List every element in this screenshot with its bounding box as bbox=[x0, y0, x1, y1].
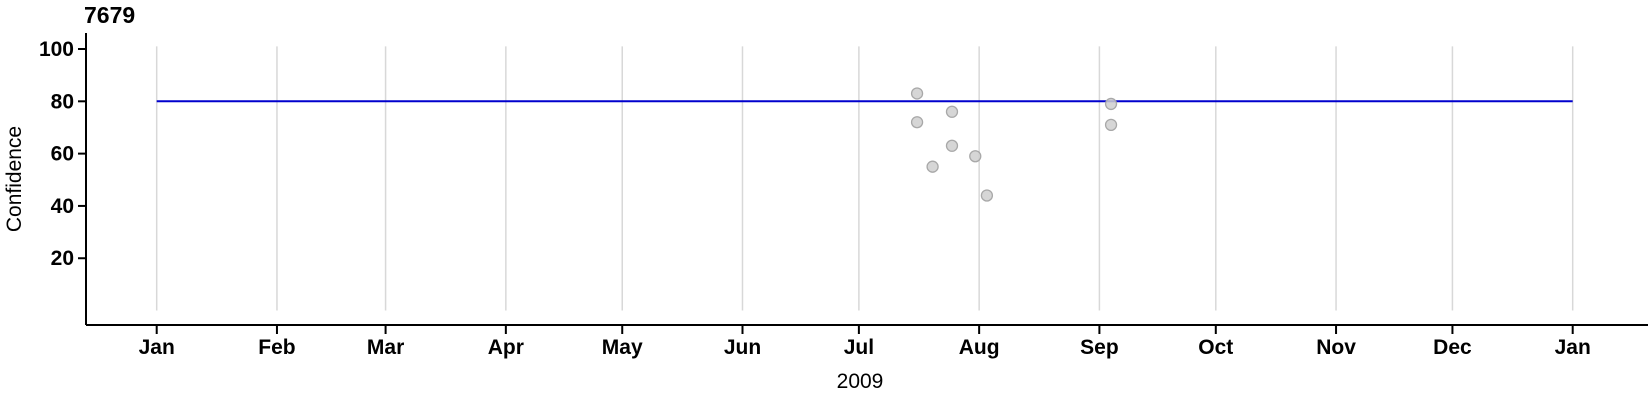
y-tick-label: 80 bbox=[51, 90, 74, 113]
x-tick-label: Jan bbox=[1555, 336, 1591, 359]
y-tick-label: 20 bbox=[51, 247, 74, 270]
data-point bbox=[926, 160, 939, 173]
x-tick-label: Aug bbox=[959, 336, 1000, 359]
chart-title: 7679 bbox=[84, 2, 135, 28]
gridline-layer bbox=[155, 46, 1574, 311]
data-point bbox=[910, 116, 924, 129]
x-axis-label: 2009 bbox=[837, 370, 884, 393]
x-tick-label: Jun bbox=[724, 336, 761, 359]
data-point-layer bbox=[910, 87, 1118, 202]
x-tick-label: Feb bbox=[258, 336, 295, 359]
y-tick-label: 60 bbox=[51, 143, 74, 166]
data-point bbox=[945, 139, 959, 152]
x-tick-label: May bbox=[602, 336, 643, 359]
x-tick-label: Sep bbox=[1080, 336, 1119, 359]
data-point bbox=[945, 105, 959, 118]
data-point bbox=[1104, 118, 1118, 131]
x-tick-label: Jul bbox=[844, 336, 874, 359]
tick-label-layer: Jan Feb Mar Apr May Jun Jul Aug Sep Oct Nov Dec Jan 2… bbox=[39, 38, 1591, 359]
x-tick-label: Mar bbox=[367, 336, 404, 359]
y-tick-label: 100 bbox=[39, 38, 74, 61]
y-axis-label: Confidence bbox=[3, 126, 26, 232]
y-tick-label: 40 bbox=[51, 195, 74, 218]
data-point bbox=[1104, 97, 1118, 111]
x-tick-label: Jan bbox=[139, 336, 175, 359]
axis-layer bbox=[78, 33, 1648, 334]
x-tick-label: Nov bbox=[1316, 336, 1356, 359]
x-tick-label: Apr bbox=[488, 336, 524, 359]
data-point bbox=[980, 189, 994, 202]
x-tick-label: Oct bbox=[1198, 336, 1233, 359]
data-point bbox=[969, 150, 982, 163]
data-point bbox=[910, 87, 924, 100]
x-tick-label: Dec bbox=[1433, 336, 1472, 359]
